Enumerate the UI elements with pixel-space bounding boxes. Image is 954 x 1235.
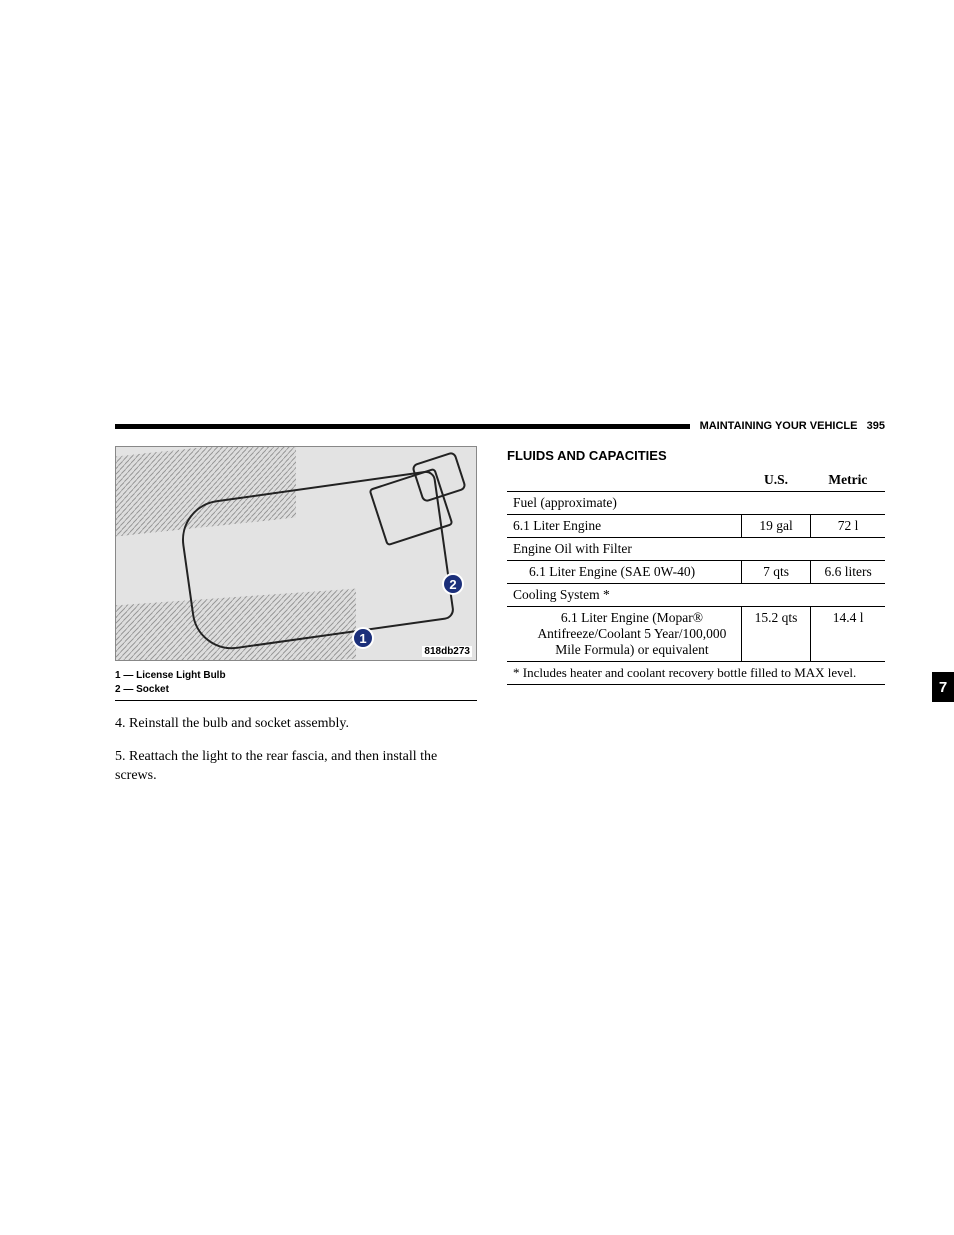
step-5: 5. Reattach the light to the rear fascia… <box>115 748 477 786</box>
left-column: 2 1 818db273 1 — License Light Bulb 2 — … <box>115 446 477 786</box>
section-tab-number: 7 <box>939 679 947 696</box>
row-metric: 14.4 l <box>811 607 885 662</box>
row-label: 6.1 Liter Engine <box>507 515 741 538</box>
page-number: 395 <box>867 420 885 432</box>
row-label: Cooling System * <box>507 584 885 607</box>
row-us: 15.2 qts <box>741 607 810 662</box>
row-label: Engine Oil with Filter <box>507 538 885 561</box>
diagram-legend: 1 — License Light Bulb 2 — Socket <box>115 669 477 701</box>
col-us: U.S. <box>741 469 810 492</box>
rule-bar <box>115 424 690 429</box>
table-row: 6.1 Liter Engine (SAE 0W-40) 7 qts 6.6 l… <box>507 561 885 584</box>
table-row: 6.1 Liter Engine 19 gal 72 l <box>507 515 885 538</box>
row-metric: 72 l <box>811 515 885 538</box>
running-head: MAINTAINING YOUR VEHICLE 395 <box>700 420 885 432</box>
row-label: 6.1 Liter Engine (Mopar® Antifreeze/Cool… <box>507 607 741 662</box>
license-bulb-diagram: 2 1 818db273 <box>115 446 477 661</box>
table-row: Engine Oil with Filter <box>507 538 885 561</box>
col-metric: Metric <box>811 469 885 492</box>
table-row: Fuel (approximate) <box>507 492 885 515</box>
row-label: 6.1 Liter Engine (SAE 0W-40) <box>507 561 741 584</box>
step-4: 4. Reinstall the bulb and socket assembl… <box>115 715 477 734</box>
right-column: FLUIDS AND CAPACITIES U.S. Metric Fuel (… <box>507 446 885 786</box>
callout-2: 2 <box>442 573 464 595</box>
callout-1: 1 <box>352 627 374 649</box>
table-footnote: * Includes heater and coolant recovery b… <box>507 662 885 685</box>
legend-item: 2 — Socket <box>115 683 477 697</box>
diagram-code: 818db273 <box>422 646 472 657</box>
fluids-table: U.S. Metric Fuel (approximate) 6.1 Liter… <box>507 469 885 685</box>
legend-item: 1 — License Light Bulb <box>115 669 477 683</box>
section-tab: 7 <box>932 672 954 702</box>
table-row: Cooling System * <box>507 584 885 607</box>
row-label: Fuel (approximate) <box>507 492 885 515</box>
row-us: 19 gal <box>741 515 810 538</box>
footnote-text: * Includes heater and coolant recovery b… <box>507 662 885 685</box>
fluids-title: FLUIDS AND CAPACITIES <box>507 448 885 463</box>
section-name: MAINTAINING YOUR VEHICLE <box>700 420 858 432</box>
table-row: 6.1 Liter Engine (Mopar® Antifreeze/Cool… <box>507 607 885 662</box>
top-rule: MAINTAINING YOUR VEHICLE 395 <box>115 420 885 432</box>
table-head-row: U.S. Metric <box>507 469 885 492</box>
row-metric: 6.6 liters <box>811 561 885 584</box>
row-us: 7 qts <box>741 561 810 584</box>
